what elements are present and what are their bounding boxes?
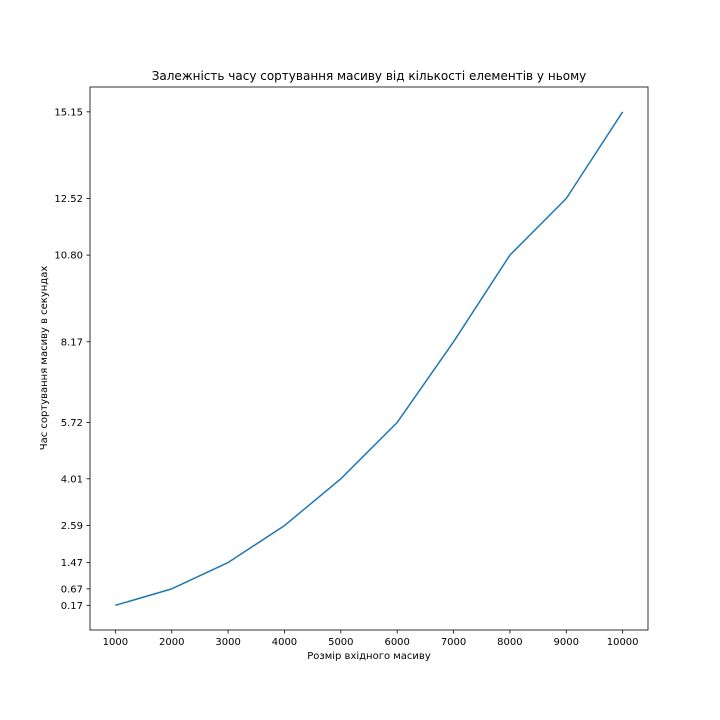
y-tick-label: 15.15 [54, 107, 83, 118]
x-tick-label: 2000 [159, 637, 184, 648]
y-tick-label: 0.67 [61, 584, 83, 595]
y-tick-label: 12.52 [54, 194, 83, 205]
y-tick-label: 1.47 [61, 558, 83, 569]
y-tick-label: 10.80 [54, 251, 83, 262]
x-axis-label: Розмір вхідного масиву [307, 650, 431, 662]
x-tick-label: 6000 [384, 637, 409, 648]
x-tick-label: 7000 [441, 637, 466, 648]
y-tick-label: 5.72 [61, 418, 83, 429]
series-line [115, 111, 624, 607]
plot-frame [89, 86, 649, 631]
y-tick-label: 0.17 [61, 601, 83, 612]
x-tick-label: 8000 [497, 637, 522, 648]
plot-area: 1000 2000 3000 4000 5000 6000 7000 8000 9000 1000… [54, 86, 649, 648]
y-tick-label: 8.17 [61, 337, 83, 348]
y-tick-label: 2.59 [61, 521, 83, 532]
y-tick-label: 4.01 [61, 474, 83, 485]
x-tick-label: 3000 [215, 637, 240, 648]
x-tick-label: 9000 [554, 637, 579, 648]
x-tick-label: 4000 [272, 637, 297, 648]
x-tick-label: 1000 [103, 637, 128, 648]
y-axis-label: Час сортування масиву в секундах [39, 266, 50, 451]
chart-title: Залежність часу сортування масиву від кі… [152, 69, 587, 83]
x-tick-label: 5000 [328, 637, 353, 648]
x-tick-label: 10000 [607, 637, 639, 648]
